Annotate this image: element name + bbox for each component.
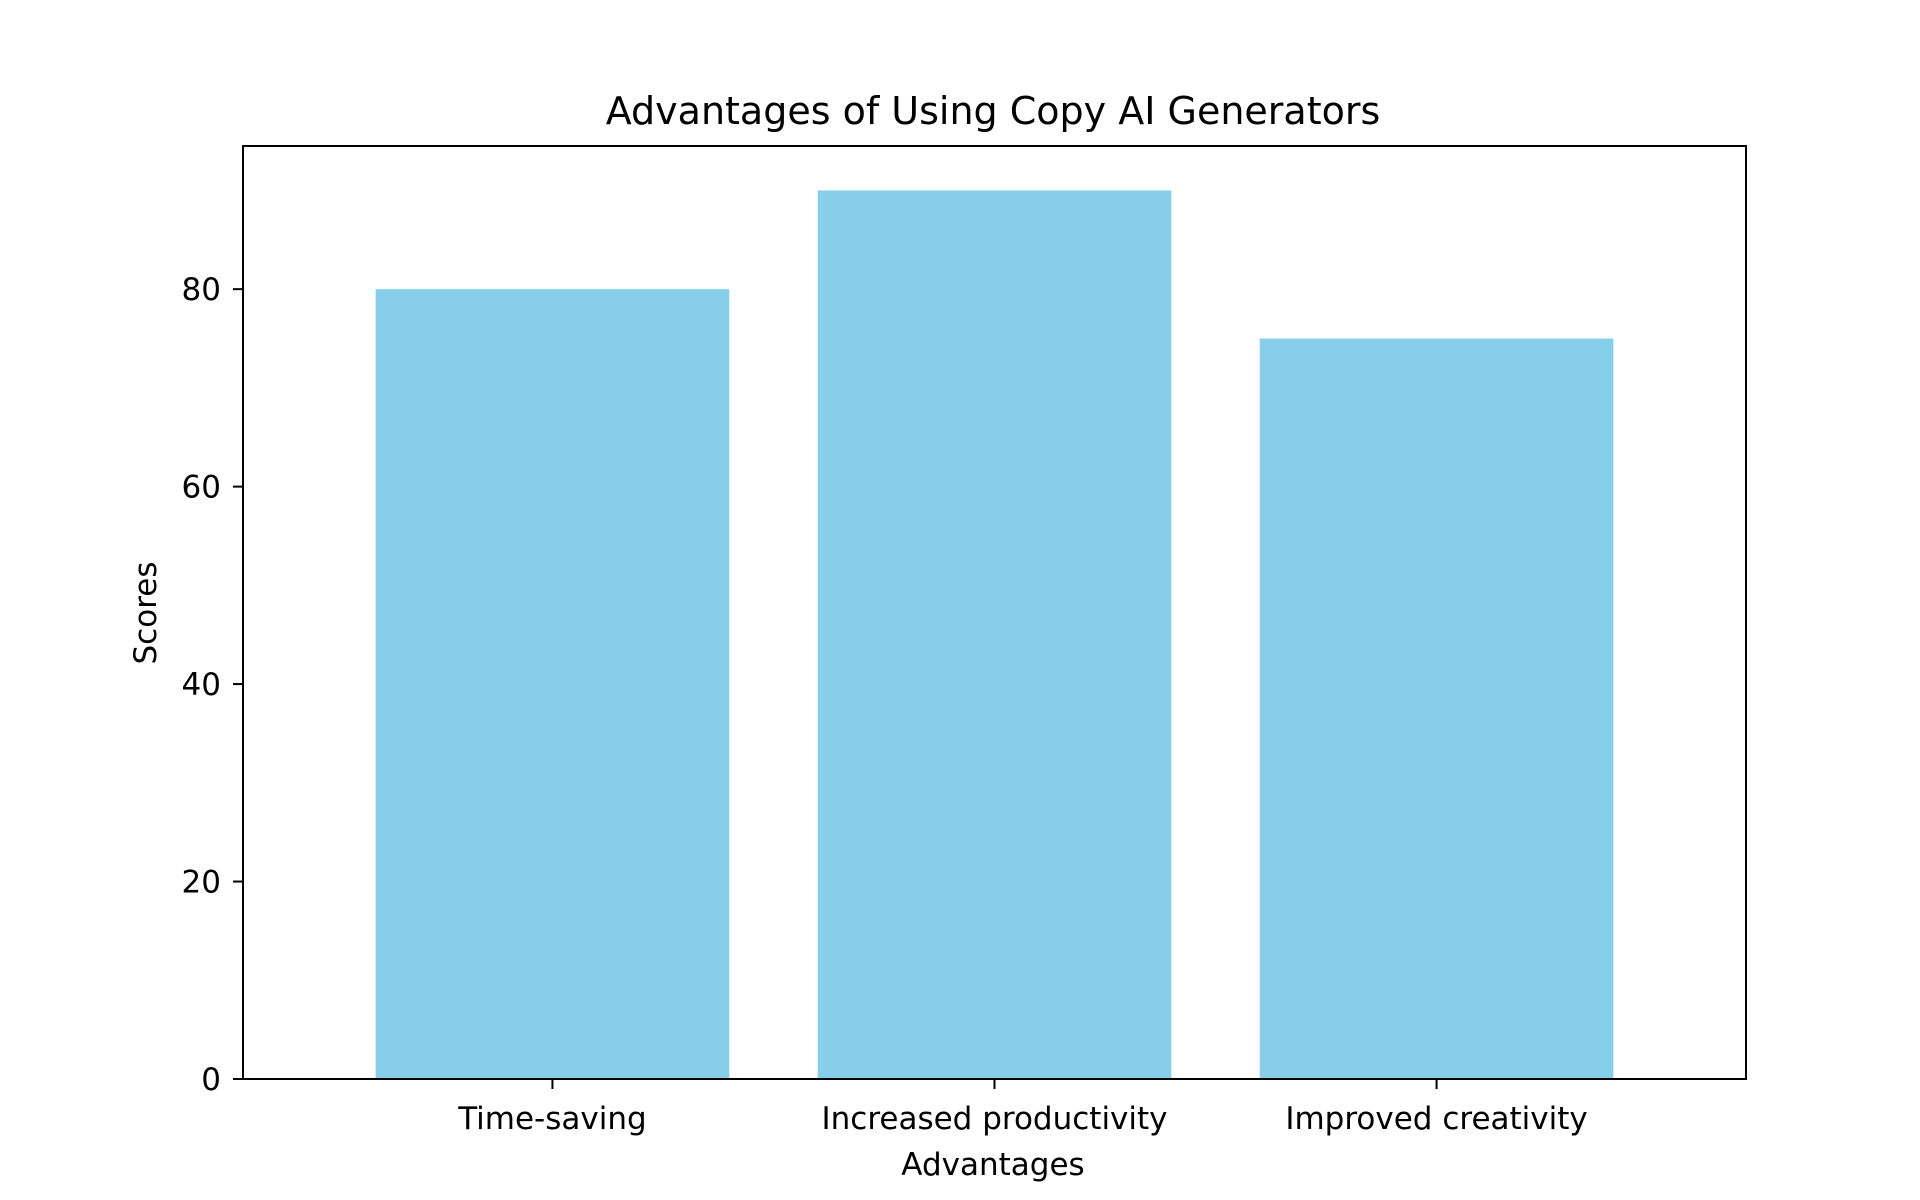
bar-improved-creativity	[1259, 338, 1614, 1079]
plot-frame	[242, 145, 1747, 1080]
y-tick-label: 40	[182, 667, 221, 703]
y-tick-label: 60	[182, 470, 221, 506]
y-axis-ticks: 0 20 40 60 80	[182, 272, 243, 1098]
chart-title: Advantages of Using Copy AI Generators	[606, 89, 1381, 133]
y-tick-label: 20	[182, 865, 221, 901]
bar-increased-productivity	[817, 190, 1172, 1079]
y-tick-label: 80	[182, 272, 221, 308]
bars-group	[375, 190, 1614, 1080]
y-tick-label: 0	[201, 1062, 221, 1098]
x-tick-label: Increased productivity	[821, 1101, 1167, 1137]
x-tick-label: Improved creativity	[1285, 1101, 1587, 1137]
x-axis-ticks: Time-saving Increased productivity Improve…	[457, 1079, 1588, 1137]
x-axis-label: Advantages	[901, 1147, 1084, 1183]
x-tick-label: Time-saving	[457, 1101, 646, 1137]
bar-time-saving	[375, 289, 730, 1080]
y-axis-label: Scores	[128, 562, 164, 665]
